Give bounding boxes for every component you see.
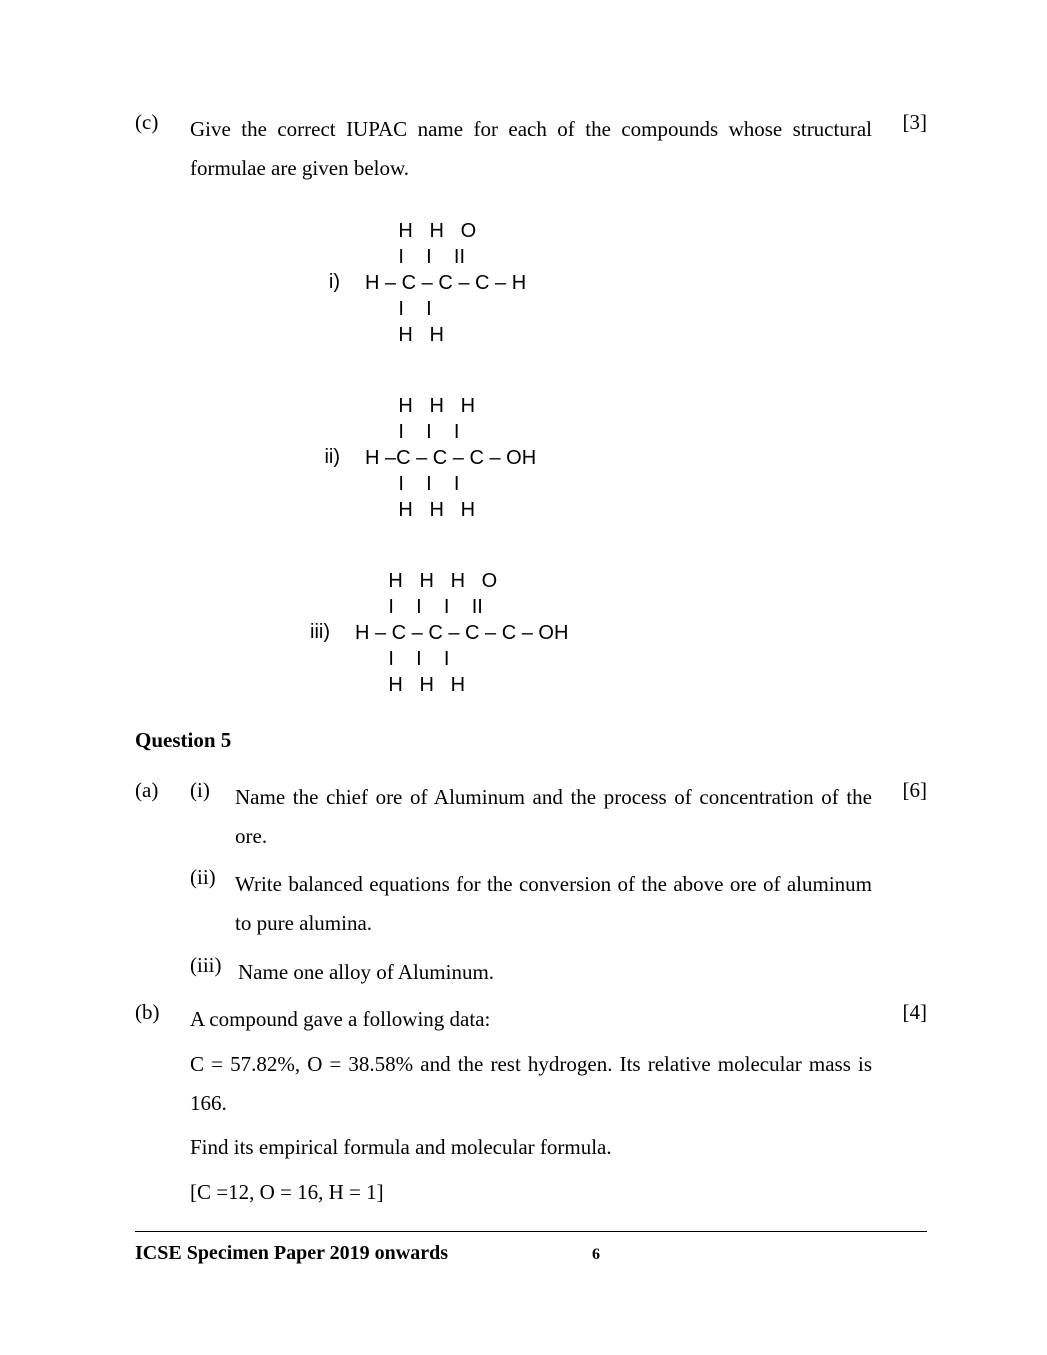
q5b-row: (b) A compound gave a following data: [4… <box>135 1000 927 1039</box>
q5a-ii-label: (ii) <box>190 865 235 890</box>
formula-2-body: H H H I I I H –C – C – C – OH I I I H H … <box>365 393 536 523</box>
formula-1: i) H H O I I II H – C – C – C – H I I H … <box>290 218 927 348</box>
q4c-marks: [3] <box>872 110 927 135</box>
footer-page: 6 <box>592 1246 600 1264</box>
q5b-line4-row: [C =12, O = 16, H = 1] <box>135 1173 927 1212</box>
q5b-line3-row: Find its empirical formula and molecular… <box>135 1128 927 1167</box>
formula-3-label: iii) <box>280 621 330 644</box>
q5b-line2: C = 57.82%, O = 38.58% and the rest hydr… <box>190 1045 872 1123</box>
q5b-line4: [C =12, O = 16, H = 1] <box>190 1173 872 1212</box>
formula-2: ii) H H H I I I H –C – C – C – OH I I I … <box>290 393 927 523</box>
q5b-line2-row: C = 57.82%, O = 38.58% and the rest hydr… <box>135 1045 927 1123</box>
footer-rule <box>135 1231 927 1232</box>
q5b-line1: A compound gave a following data: <box>190 1000 872 1039</box>
q5a-i-label: (i) <box>190 778 235 803</box>
formula-2-label: ii) <box>290 446 340 469</box>
page-footer: ICSE Specimen Paper 2019 onwards 6 <box>135 1231 927 1265</box>
q5a-iii-label: (iii) <box>190 953 238 978</box>
q4c-text: Give the correct IUPAC name for each of … <box>190 110 872 188</box>
q5a-i-text: Name the chief ore of Aluminum and the p… <box>235 778 872 856</box>
q5a-i-row: (a) (i) Name the chief ore of Aluminum a… <box>135 778 927 856</box>
formula-3-body: H H H O I I I II H – C – C – C – C – OH … <box>355 568 568 698</box>
q5b-label: (b) <box>135 1000 190 1025</box>
formula-1-label: i) <box>290 271 340 294</box>
q5a-ii-row: (ii) Write balanced equations for the co… <box>135 865 927 943</box>
q5b-line3: Find its empirical formula and molecular… <box>190 1128 872 1167</box>
q5a-iii-row: (iii) Name one alloy of Aluminum. <box>135 953 927 992</box>
q5a-marks: [6] <box>872 778 927 803</box>
q5b-marks: [4] <box>872 1000 927 1025</box>
footer-text: ICSE Specimen Paper 2019 onwards <box>135 1242 448 1264</box>
q5a-label: (a) <box>135 778 190 803</box>
q5a-ii-text: Write balanced equations for the convers… <box>235 865 872 943</box>
q4c-label: (c) <box>135 110 190 135</box>
formula-1-body: H H O I I II H – C – C – C – H I I H H <box>365 218 526 348</box>
formula-3: iii) H H H O I I I II H – C – C – C – C … <box>280 568 927 698</box>
q5-heading: Question 5 <box>135 728 927 753</box>
q4c-row: (c) Give the correct IUPAC name for each… <box>135 110 927 188</box>
q5a-iii-text: Name one alloy of Aluminum. <box>238 953 872 992</box>
